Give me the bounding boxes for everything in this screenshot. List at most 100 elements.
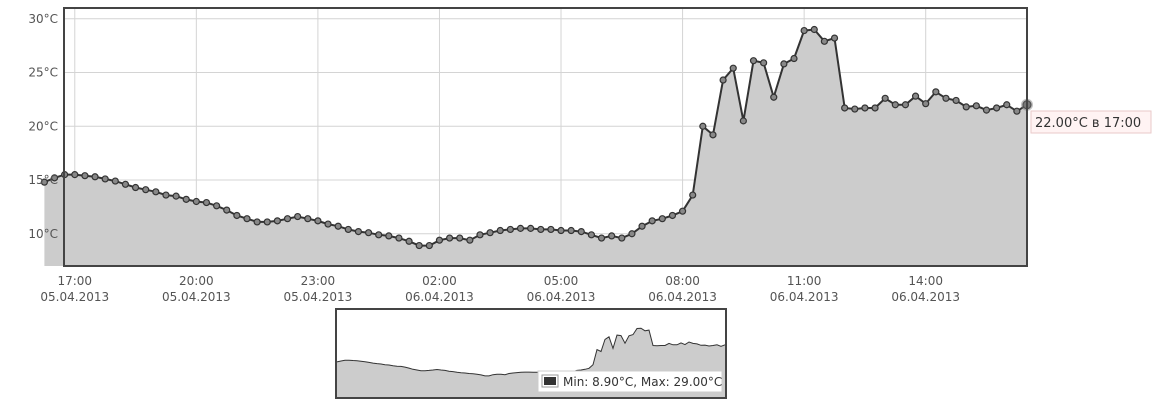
data-point xyxy=(739,117,747,125)
data-point xyxy=(942,94,950,102)
x-tick-date: 06.04.2013 xyxy=(405,290,474,304)
data-point xyxy=(689,191,697,199)
data-point xyxy=(273,217,281,225)
data-point xyxy=(537,225,545,234)
data-point xyxy=(91,173,99,181)
data-point xyxy=(709,131,717,139)
data-point xyxy=(40,178,48,186)
data-point xyxy=(375,231,383,239)
data-point xyxy=(770,93,778,101)
data-point xyxy=(597,234,606,242)
data-point xyxy=(861,104,869,112)
y-tick-label: 30°C xyxy=(28,12,58,26)
data-point xyxy=(719,76,727,84)
data-point xyxy=(283,215,292,223)
x-tick-time: 02:00 xyxy=(422,274,457,288)
data-point xyxy=(851,105,859,113)
x-tick-date: 05.04.2013 xyxy=(162,290,231,304)
data-point xyxy=(395,234,403,242)
data-point xyxy=(334,222,342,230)
value-tooltip: 22.00°C в 17:00 xyxy=(1030,110,1152,134)
data-point xyxy=(577,228,585,236)
data-point xyxy=(445,234,454,242)
data-point xyxy=(952,96,960,105)
data-point xyxy=(841,104,849,112)
overview-area xyxy=(337,328,725,397)
overview-frame[interactable] xyxy=(335,308,727,399)
temperature-area xyxy=(44,29,1027,266)
data-point xyxy=(993,104,1001,112)
data-point xyxy=(516,224,525,232)
data-point xyxy=(901,101,910,109)
data-point xyxy=(294,212,302,221)
data-point xyxy=(506,225,514,234)
x-tick-time: 14:00 xyxy=(908,274,943,288)
data-point xyxy=(456,234,464,242)
data-point xyxy=(101,175,109,183)
data-point xyxy=(527,224,535,232)
data-point xyxy=(810,25,818,34)
y-axis-ticks: 10°C 15°C 20°C 25°C 30°C xyxy=(28,12,58,241)
x-tick-time: 08:00 xyxy=(665,274,700,288)
data-point xyxy=(142,186,150,194)
data-point xyxy=(425,241,433,250)
data-point xyxy=(932,88,940,96)
data-point xyxy=(608,232,616,240)
data-point xyxy=(790,54,798,63)
x-tick-date: 05.04.2013 xyxy=(40,290,109,304)
data-point xyxy=(648,217,656,225)
data-point xyxy=(152,188,160,196)
data-point xyxy=(972,102,980,110)
data-point xyxy=(121,180,130,188)
data-point xyxy=(830,34,839,42)
data-point xyxy=(749,57,758,65)
x-tick-time: 17:00 xyxy=(57,274,92,288)
data-point xyxy=(1013,107,1021,115)
data-point xyxy=(202,198,211,207)
data-point xyxy=(466,236,474,244)
x-tick-time: 11:00 xyxy=(787,274,822,288)
data-point xyxy=(415,241,423,250)
data-point xyxy=(385,232,393,240)
y-tick-label: 20°C xyxy=(28,119,58,133)
overview-legend: Min: 8.90°C, Max: 29.00°C xyxy=(537,370,723,393)
data-point xyxy=(253,218,261,226)
x-tick-date: 06.04.2013 xyxy=(648,290,717,304)
x-tick-time: 20:00 xyxy=(179,274,214,288)
data-point xyxy=(486,229,494,237)
data-point xyxy=(344,225,352,234)
data-point xyxy=(962,103,970,111)
data-point xyxy=(871,104,879,112)
main-chart[interactable]: 10°C 15°C 20°C 25°C 30°C 17:00 05.04.2013 20:0… xyxy=(0,0,1161,310)
tooltip-text: 22.00°C в 17:00 xyxy=(1035,116,1141,131)
data-point xyxy=(81,172,89,180)
data-point xyxy=(628,230,636,238)
data-point xyxy=(982,106,991,114)
y-tick-label: 25°C xyxy=(28,66,58,80)
data-point xyxy=(50,174,59,182)
data-point xyxy=(233,211,241,220)
x-axis-ticks: 17:00 05.04.2013 20:00 05.04.2013 23:00 05.04… xyxy=(40,274,960,304)
overview-line xyxy=(336,327,726,377)
y-tick-label: 15°C xyxy=(28,173,58,187)
data-point xyxy=(760,59,768,67)
data-point xyxy=(557,226,565,235)
data-point xyxy=(922,100,930,108)
data-point xyxy=(476,231,484,239)
tooltip-box xyxy=(1030,110,1152,134)
data-point xyxy=(223,206,231,214)
data-point xyxy=(496,226,504,235)
data-point xyxy=(182,195,190,203)
data-point xyxy=(162,191,170,199)
data-point xyxy=(587,231,596,239)
data-point xyxy=(213,202,221,210)
data-point xyxy=(881,94,889,102)
data-point xyxy=(435,236,444,244)
data-point xyxy=(314,217,322,225)
x-tick-date: 06.04.2013 xyxy=(770,290,839,304)
x-tick-date: 06.04.2013 xyxy=(891,290,960,304)
data-point xyxy=(1003,101,1011,109)
legend-background xyxy=(537,370,723,393)
data-point xyxy=(111,177,119,185)
data-point xyxy=(678,207,687,215)
